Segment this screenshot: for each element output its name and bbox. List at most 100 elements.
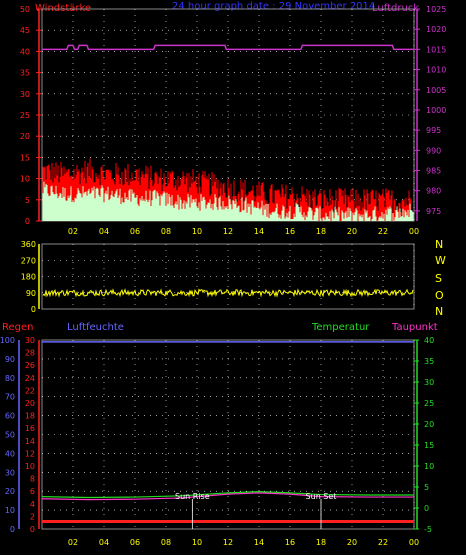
pressure-tick-label: 975 bbox=[426, 207, 441, 216]
direction-tick-label: 180 bbox=[21, 273, 36, 282]
time-tick-label: 18 bbox=[316, 227, 326, 236]
compass-w: W bbox=[435, 254, 446, 267]
temp-tick-label: 5 bbox=[424, 483, 429, 492]
time-tick-label: 06 bbox=[130, 227, 140, 236]
temp-tick-label: 25 bbox=[424, 399, 434, 408]
humidity-title: Luftfeuchte bbox=[67, 322, 124, 333]
compass-o: O bbox=[435, 289, 444, 302]
time-tick-label: 12 bbox=[223, 227, 233, 236]
time-tick-label: 14 bbox=[254, 538, 264, 547]
pressure-tick-label: 1005 bbox=[426, 86, 446, 95]
wind-tick-label: 50 bbox=[20, 5, 30, 14]
direction-tick-label: 0 bbox=[31, 305, 36, 314]
pressure-tick-label: 1000 bbox=[426, 106, 446, 115]
time-tick-label: 14 bbox=[254, 227, 264, 236]
humidity-tick-label: 70 bbox=[5, 393, 15, 402]
time-tick-label: 00 bbox=[409, 538, 419, 547]
wind-tick-label: 5 bbox=[25, 196, 30, 205]
rain-tick-label: 6 bbox=[30, 487, 35, 496]
temp-tick-label: 20 bbox=[424, 420, 434, 429]
wind-tick-label: 20 bbox=[20, 132, 30, 141]
rain-tick-label: 20 bbox=[25, 399, 35, 408]
humidity-tick-label: 100 bbox=[0, 336, 15, 345]
time-tick-label: 10 bbox=[192, 227, 202, 236]
humidity-tick-label: 90 bbox=[5, 355, 15, 364]
dewpoint-title: Taupunkt bbox=[391, 322, 438, 333]
humidity-tick-label: 0 bbox=[10, 525, 15, 534]
pressure-tick-label: 985 bbox=[426, 167, 441, 176]
temperature-line bbox=[41, 491, 414, 499]
time-tick-label: 08 bbox=[161, 227, 171, 236]
pressure-tick-label: 995 bbox=[426, 126, 441, 135]
wind-tick-label: 10 bbox=[20, 175, 30, 184]
temp-title: Temperatur bbox=[311, 322, 370, 333]
humidity-tick-label: 60 bbox=[5, 412, 15, 421]
humidity-tick-label: 30 bbox=[5, 468, 15, 477]
dewpoint-line bbox=[41, 492, 414, 501]
compass-n-top: N bbox=[435, 238, 443, 251]
compass-n-bottom: N bbox=[435, 305, 443, 318]
rain-tick-label: 16 bbox=[25, 424, 35, 433]
time-tick-label: 22 bbox=[378, 227, 388, 236]
humidity-tick-label: 40 bbox=[5, 449, 15, 458]
pressure-tick-label: 1010 bbox=[426, 66, 446, 75]
humidity-tick-label: 50 bbox=[5, 431, 15, 440]
rain-title: Regen bbox=[2, 322, 34, 333]
wind-tick-label: 30 bbox=[20, 90, 30, 99]
time-tick-label: 00 bbox=[409, 227, 419, 236]
direction-line bbox=[42, 288, 414, 298]
rain-tick-label: 10 bbox=[25, 462, 35, 471]
time-tick-label: 02 bbox=[68, 538, 78, 547]
sunset-label: Sun Set bbox=[306, 492, 337, 501]
temp-tick-label: 40 bbox=[424, 336, 434, 345]
sunrise-label: Sun Rise bbox=[175, 492, 210, 501]
wind-tick-label: 15 bbox=[20, 153, 30, 162]
time-tick-label: 20 bbox=[347, 538, 357, 547]
time-tick-label: 22 bbox=[378, 538, 388, 547]
direction-tick-label: 270 bbox=[21, 256, 36, 265]
rain-tick-label: 30 bbox=[25, 336, 35, 345]
rain-tick-label: 2 bbox=[30, 512, 35, 521]
time-tick-label: 10 bbox=[192, 538, 202, 547]
time-tick-label: 06 bbox=[130, 538, 140, 547]
humidity-tick-label: 80 bbox=[5, 374, 15, 383]
time-tick-label: 04 bbox=[99, 538, 109, 547]
rain-tick-label: 8 bbox=[30, 475, 35, 484]
rain-tick-label: 22 bbox=[25, 386, 35, 395]
rain-tick-label: 0 bbox=[30, 525, 35, 534]
time-tick-label: 16 bbox=[285, 227, 295, 236]
pressure-tick-label: 990 bbox=[426, 146, 441, 155]
pressure-tick-label: 980 bbox=[426, 187, 441, 196]
pressure-tick-label: 1015 bbox=[426, 45, 446, 54]
rain-tick-label: 18 bbox=[25, 412, 35, 421]
rain-tick-label: 28 bbox=[25, 349, 35, 358]
time-tick-label: 02 bbox=[68, 227, 78, 236]
wind-tick-label: 35 bbox=[20, 69, 30, 78]
direction-tick-label: 90 bbox=[26, 289, 36, 298]
humidity-tick-label: 20 bbox=[5, 487, 15, 496]
rain-tick-label: 14 bbox=[25, 437, 35, 446]
temp-tick-label: 15 bbox=[424, 441, 434, 450]
wind-tick-label: 0 bbox=[25, 217, 30, 226]
rain-tick-label: 4 bbox=[30, 500, 35, 509]
temp-tick-label: 35 bbox=[424, 357, 434, 366]
pressure-tick-label: 1020 bbox=[426, 25, 446, 34]
rain-tick-label: 24 bbox=[25, 374, 35, 383]
temp-tick-label: 10 bbox=[424, 462, 434, 471]
temp-tick-label: 0 bbox=[424, 504, 429, 513]
time-tick-label: 16 bbox=[285, 538, 295, 547]
pressure-tick-label: 1025 bbox=[426, 5, 446, 14]
pressure-line bbox=[42, 44, 414, 51]
temp-tick-label: 30 bbox=[424, 378, 434, 387]
time-tick-label: 20 bbox=[347, 227, 357, 236]
rain-tick-label: 26 bbox=[25, 361, 35, 370]
direction-tick-label: 360 bbox=[21, 240, 36, 249]
time-tick-label: 18 bbox=[316, 538, 326, 547]
rain-tick-label: 12 bbox=[25, 449, 35, 458]
wind-tick-label: 25 bbox=[20, 111, 30, 120]
humidity-tick-label: 10 bbox=[5, 506, 15, 515]
time-tick-label: 08 bbox=[161, 538, 171, 547]
wind-tick-label: 45 bbox=[20, 26, 30, 35]
time-tick-label: 04 bbox=[99, 227, 109, 236]
